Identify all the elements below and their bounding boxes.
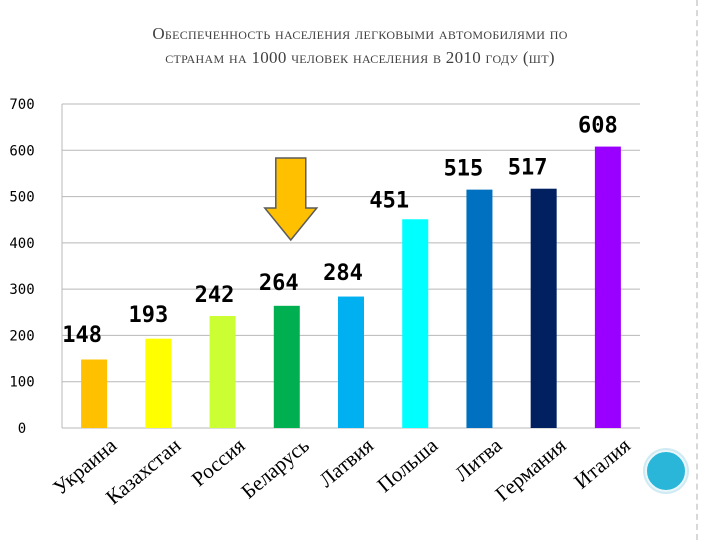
bars: [81, 146, 621, 428]
chart-title: Обеспеченность населения легковыми автом…: [40, 22, 680, 70]
slide-border: [696, 0, 698, 540]
y-axis-ticks: 0 100 200 300 400 500 600 700: [9, 97, 34, 437]
bar: [145, 338, 172, 428]
highlight-arrow: [263, 157, 319, 242]
y-tick-label: 100: [9, 375, 34, 391]
data-label: 517: [508, 156, 548, 181]
bar: [273, 305, 300, 428]
bar: [81, 359, 108, 428]
y-tick-label: 600: [9, 143, 34, 159]
y-tick-label: 200: [9, 328, 34, 344]
bar: [338, 296, 364, 428]
y-tick-label: 0: [18, 421, 26, 437]
x-tick-label: Латвия: [314, 433, 378, 492]
data-labels: 148 193 242 264 284 451 515 517 608: [62, 114, 618, 348]
bar: [466, 189, 493, 428]
y-tick-label: 300: [9, 282, 34, 298]
bar: [209, 315, 236, 428]
data-label: 264: [259, 271, 299, 296]
data-label: 515: [444, 157, 484, 182]
y-tick-label: 700: [9, 97, 34, 113]
y-tick-label: 400: [9, 236, 34, 252]
x-tick-label: Польша: [372, 433, 442, 497]
bar: [594, 146, 621, 428]
data-label: 608: [578, 114, 618, 139]
chart-title-line-1: Обеспеченность населения легковыми автом…: [152, 24, 568, 43]
arrow-down-icon: [263, 157, 319, 242]
data-label: 193: [128, 303, 168, 328]
bar: [530, 188, 557, 428]
data-label: 451: [369, 188, 409, 213]
data-label: 284: [323, 261, 363, 286]
x-tick-label: Италия: [569, 433, 635, 494]
y-tick-label: 500: [9, 190, 34, 206]
data-label: 148: [62, 323, 102, 348]
x-tick-label: Германия: [490, 433, 571, 506]
decorative-circle: [645, 450, 687, 492]
bar: [402, 219, 429, 428]
x-tick-label: Литва: [450, 433, 507, 486]
x-tick-label: Беларусь: [236, 433, 313, 503]
chart-title-line-2: странам на 1000 человек населения в 2010…: [165, 48, 555, 67]
data-label: 242: [195, 283, 235, 308]
